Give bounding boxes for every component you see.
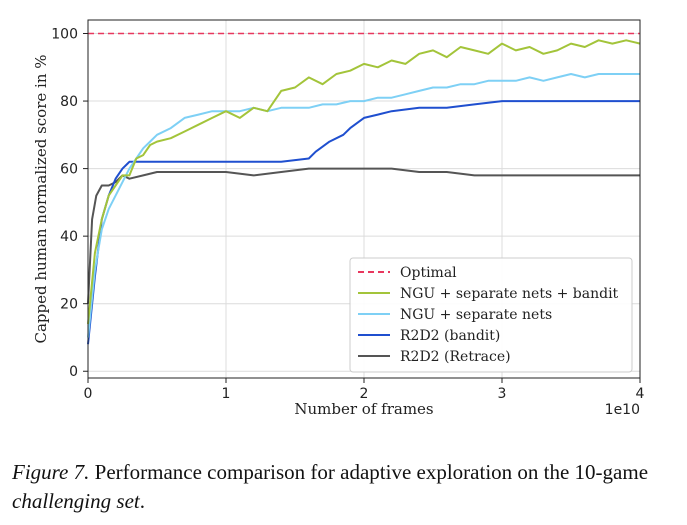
y-axis-title: Capped human normalized score in % xyxy=(32,55,50,344)
series-line-ngu-separate-nets-bandit xyxy=(87,39,641,325)
series-line-r2d2-bandit xyxy=(87,100,640,345)
x-tick-label: 0 xyxy=(84,386,93,402)
series-line-r2d2-retrace xyxy=(87,167,640,304)
x-axis-title: Number of frames xyxy=(294,400,433,418)
y-tick-label: 80 xyxy=(60,94,78,110)
x-tick-label: 2 xyxy=(360,386,369,402)
legend-label: R2D2 (bandit) xyxy=(400,328,500,344)
legend-box xyxy=(349,257,633,373)
x-tick-label: 4 xyxy=(636,386,645,402)
x-tick-label: 1 xyxy=(222,386,231,402)
legend-label: R2D2 (Retrace) xyxy=(400,349,511,365)
legend-label: NGU + separate nets + bandit xyxy=(400,286,619,302)
series-layer xyxy=(87,32,641,345)
caption-italic-text: challenging set xyxy=(12,489,140,513)
figure-caption: Figure 7. Performance comparison for ada… xyxy=(12,458,680,516)
caption-text-2: . xyxy=(139,489,145,513)
y-tick-label: 100 xyxy=(51,27,78,43)
y-tick-label: 20 xyxy=(60,297,78,313)
series-line-ngu-separate-nets xyxy=(87,73,640,338)
y-tick-label: 0 xyxy=(69,364,78,380)
x-scale-label: 1e10 xyxy=(605,402,640,418)
legend: Optimal NGU + separate nets + bandit NGU +… xyxy=(349,257,633,373)
x-tick-label: 3 xyxy=(498,386,507,402)
caption-text-1: Performance comparison for adaptive expl… xyxy=(89,460,649,484)
legend-label: Optimal xyxy=(400,265,457,281)
y-tick-label: 60 xyxy=(60,162,78,178)
legend-label: NGU + separate nets xyxy=(400,307,552,323)
caption-fig-label: Figure 7. xyxy=(12,460,90,484)
y-tick-label: 40 xyxy=(60,229,78,245)
